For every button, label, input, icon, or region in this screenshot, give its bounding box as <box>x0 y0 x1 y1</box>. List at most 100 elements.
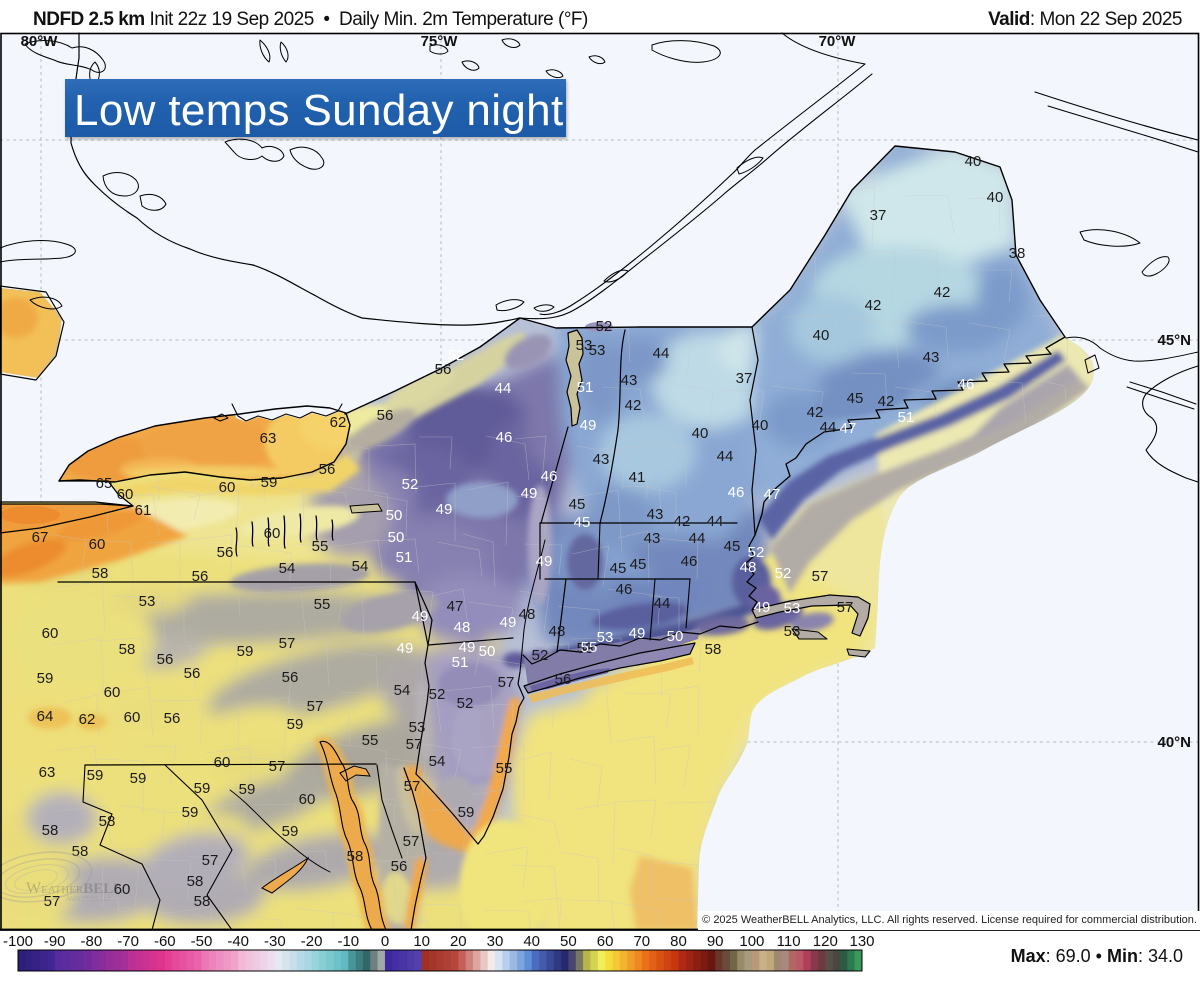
svg-text:43: 43 <box>621 372 638 389</box>
svg-text:56: 56 <box>217 544 234 561</box>
svg-text:44: 44 <box>820 419 837 436</box>
svg-text:45: 45 <box>574 514 591 531</box>
svg-text:75°W: 75°W <box>421 33 459 50</box>
svg-text:58: 58 <box>194 893 211 910</box>
svg-text:45: 45 <box>724 538 741 555</box>
svg-text:45: 45 <box>630 556 647 573</box>
svg-text:38: 38 <box>1009 245 1026 262</box>
svg-text:37: 37 <box>870 207 887 224</box>
svg-text:52: 52 <box>448 347 465 364</box>
svg-text:-10: -10 <box>337 933 359 950</box>
svg-text:51: 51 <box>577 379 594 396</box>
svg-text:56: 56 <box>319 461 336 478</box>
svg-text:52: 52 <box>532 647 549 664</box>
svg-text:42: 42 <box>625 397 642 414</box>
svg-text:57: 57 <box>269 758 286 775</box>
svg-text:49: 49 <box>754 599 771 616</box>
svg-text:60: 60 <box>597 933 614 950</box>
svg-text:40: 40 <box>692 425 709 442</box>
svg-text:49: 49 <box>580 417 597 434</box>
svg-text:57: 57 <box>202 852 219 869</box>
svg-text:60: 60 <box>104 684 121 701</box>
svg-text:54: 54 <box>429 753 446 770</box>
svg-text:45: 45 <box>610 560 627 577</box>
svg-text:40°N: 40°N <box>1157 734 1191 751</box>
svg-text:51: 51 <box>396 549 413 566</box>
svg-text:59: 59 <box>458 804 475 821</box>
svg-text:58: 58 <box>92 565 109 582</box>
svg-text:49: 49 <box>412 608 429 625</box>
svg-text:64: 64 <box>37 708 54 725</box>
svg-text:42: 42 <box>674 513 691 530</box>
svg-text:56: 56 <box>377 407 394 424</box>
svg-text:80°W: 80°W <box>21 33 59 50</box>
svg-text:56: 56 <box>435 361 452 378</box>
svg-text:-50: -50 <box>191 933 213 950</box>
svg-text:-20: -20 <box>301 933 323 950</box>
svg-text:53: 53 <box>784 600 801 617</box>
svg-text:60: 60 <box>117 486 134 503</box>
svg-text:40: 40 <box>987 189 1004 206</box>
svg-text:57: 57 <box>404 778 421 795</box>
svg-text:58: 58 <box>42 822 59 839</box>
svg-text:49: 49 <box>459 639 476 656</box>
svg-text:40: 40 <box>752 417 769 434</box>
svg-text:46: 46 <box>728 484 745 501</box>
svg-text:45: 45 <box>847 390 864 407</box>
svg-text:56: 56 <box>282 669 299 686</box>
svg-text:40: 40 <box>965 153 982 170</box>
svg-text:42: 42 <box>878 393 895 410</box>
svg-text:59: 59 <box>130 770 147 787</box>
svg-text:50: 50 <box>479 643 496 660</box>
svg-text:53: 53 <box>576 337 593 354</box>
svg-text:WEATHERBELL: WEATHERBELL <box>26 880 123 897</box>
svg-text:49: 49 <box>521 485 538 502</box>
svg-text:56: 56 <box>555 671 572 688</box>
svg-text:46: 46 <box>541 468 558 485</box>
svg-text:44: 44 <box>495 380 512 397</box>
svg-text:55: 55 <box>581 639 598 656</box>
svg-text:0: 0 <box>381 933 389 950</box>
svg-text:46: 46 <box>958 376 975 393</box>
svg-text:ANALYTICS LLC: ANALYTICS LLC <box>66 897 112 903</box>
svg-text:67: 67 <box>32 529 49 546</box>
svg-text:-100: -100 <box>3 933 33 950</box>
svg-text:57: 57 <box>403 833 420 850</box>
svg-text:57: 57 <box>44 893 61 910</box>
svg-text:59: 59 <box>37 670 54 687</box>
svg-text:63: 63 <box>260 430 277 447</box>
svg-text:48: 48 <box>549 623 566 640</box>
svg-text:57: 57 <box>812 568 829 585</box>
svg-text:40: 40 <box>523 933 540 950</box>
svg-text:110: 110 <box>777 933 801 950</box>
svg-text:50: 50 <box>386 507 403 524</box>
svg-text:48: 48 <box>740 559 757 576</box>
svg-text:49: 49 <box>536 553 553 570</box>
svg-text:-70: -70 <box>117 933 139 950</box>
svg-text:52: 52 <box>457 695 474 712</box>
svg-text:60: 60 <box>219 479 236 496</box>
svg-text:50: 50 <box>388 529 405 546</box>
svg-text:30: 30 <box>487 933 504 950</box>
svg-text:58: 58 <box>119 641 136 658</box>
svg-text:59: 59 <box>87 767 104 784</box>
svg-text:-80: -80 <box>81 933 103 950</box>
svg-text:42: 42 <box>865 297 882 314</box>
svg-text:44: 44 <box>653 345 670 362</box>
svg-text:57: 57 <box>837 599 854 616</box>
svg-text:58: 58 <box>72 843 89 860</box>
svg-text:45: 45 <box>569 496 586 513</box>
svg-text:47: 47 <box>764 486 781 503</box>
svg-text:37: 37 <box>736 370 753 387</box>
svg-text:59: 59 <box>287 716 304 733</box>
svg-text:42: 42 <box>934 284 951 301</box>
svg-text:60: 60 <box>89 536 106 553</box>
svg-text:65: 65 <box>96 475 113 492</box>
svg-text:58: 58 <box>187 873 204 890</box>
svg-text:48: 48 <box>519 606 536 623</box>
svg-text:54: 54 <box>394 682 411 699</box>
svg-text:60: 60 <box>124 709 141 726</box>
svg-text:46: 46 <box>496 429 513 446</box>
svg-text:10: 10 <box>413 933 430 950</box>
svg-text:49: 49 <box>436 501 453 518</box>
